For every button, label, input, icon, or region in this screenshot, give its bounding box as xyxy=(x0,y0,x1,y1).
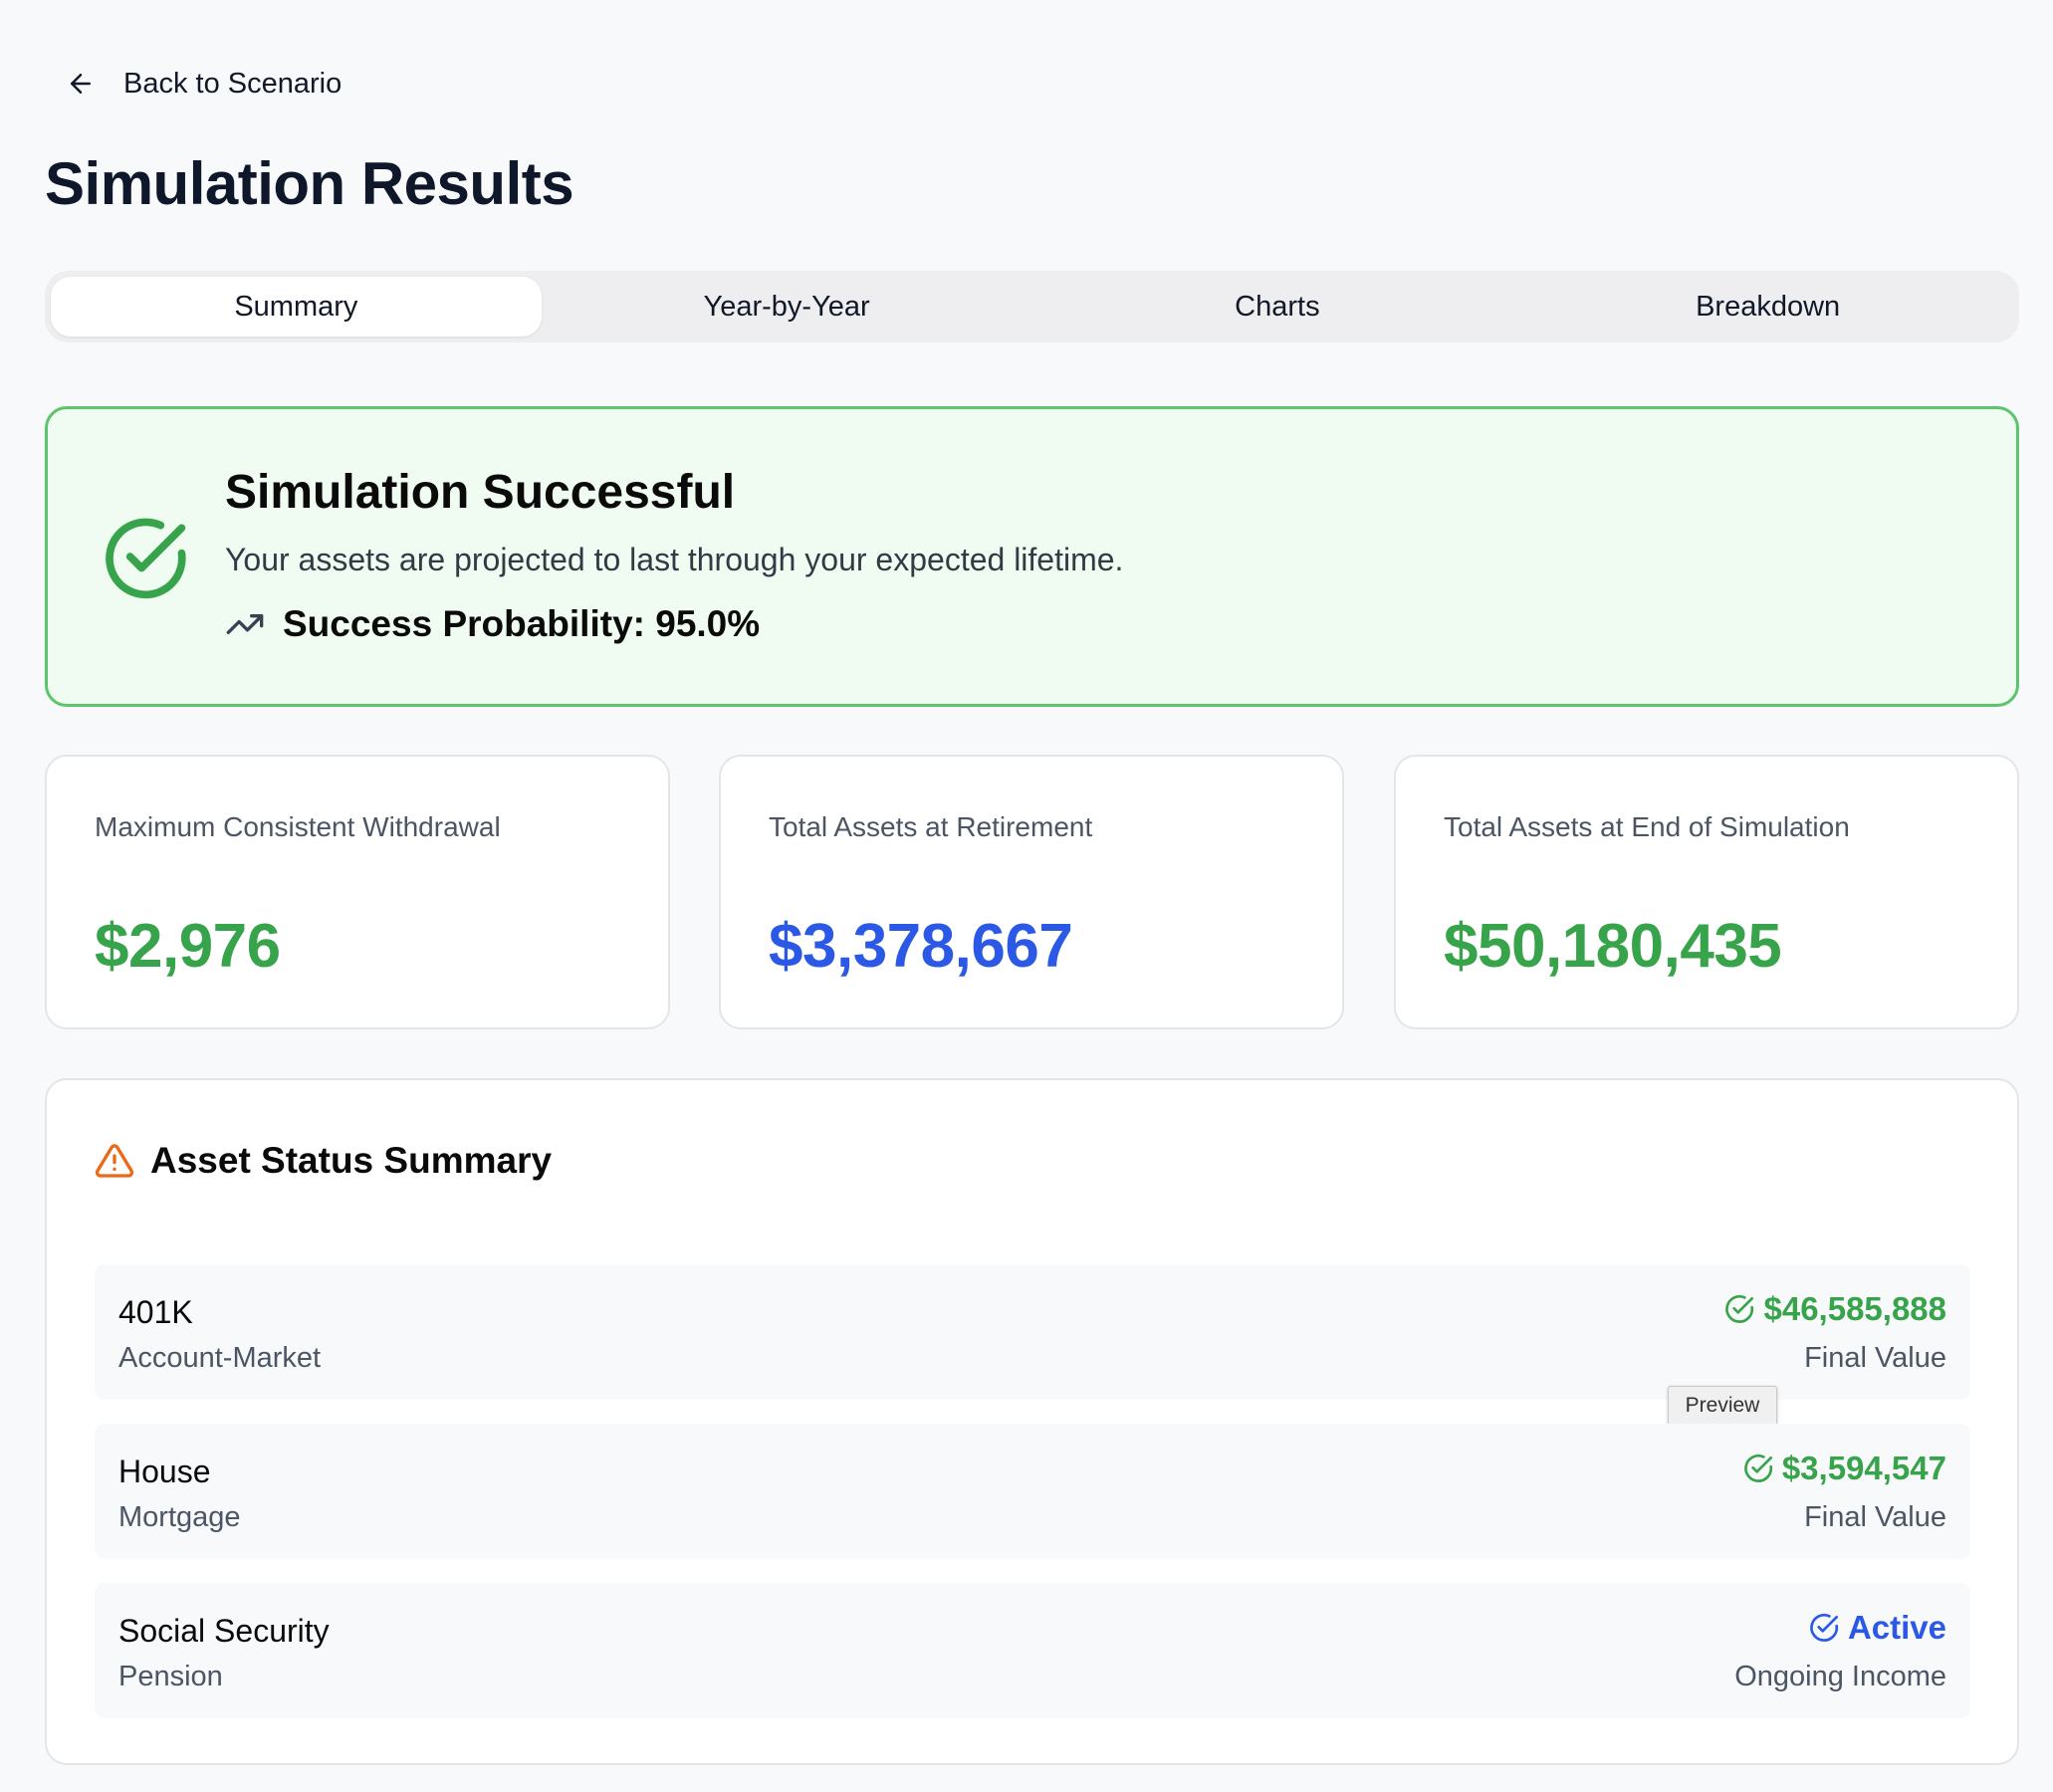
check-circle-icon xyxy=(106,518,186,599)
back-link-label: Back to Scenario xyxy=(123,67,342,100)
asset-summary-title: Asset Status Summary xyxy=(150,1140,553,1181)
results-tabs: Summary Year-by-Year Charts Breakdown xyxy=(45,271,2019,342)
asset-name: House xyxy=(118,1454,211,1489)
success-probability: Success Probability: 95.0% xyxy=(225,603,760,645)
asset-name: Social Security xyxy=(118,1613,330,1649)
asset-row-401k: 401K Account-Market $46,585,888 Final Va… xyxy=(95,1264,1970,1426)
arrow-left-icon xyxy=(71,74,91,94)
asset-value-note: Ongoing Income xyxy=(1734,1661,1946,1692)
asset-summary-header: Asset Status Summary xyxy=(95,1140,552,1182)
stat-card-max-withdrawal: Maximum Consistent Withdrawal $2,976 xyxy=(45,755,670,1029)
asset-row-house: House Mortgage $3,594,547 Final Value xyxy=(95,1424,1970,1559)
asset-type: Account-Market xyxy=(118,1342,322,1374)
warning-triangle-icon xyxy=(95,1144,134,1178)
success-probability-text: Success Probability: 95.0% xyxy=(283,603,761,644)
back-to-scenario-link[interactable]: Back to Scenario xyxy=(66,62,342,106)
asset-status-summary: Asset Status Summary 401K Account-Market… xyxy=(45,1078,2019,1765)
stat-label: Total Assets at End of Simulation xyxy=(1444,811,1850,842)
asset-row-social-security: Social Security Pension Active Ongoing I… xyxy=(95,1583,1970,1718)
page-title: Simulation Results xyxy=(45,150,574,217)
tab-year-by-year[interactable]: Year-by-Year xyxy=(703,290,870,323)
success-message: Your assets are projected to last throug… xyxy=(225,542,1124,577)
stat-value: $2,976 xyxy=(95,912,281,981)
asset-final-value: $46,585,888 xyxy=(1763,1290,1946,1327)
asset-value-note: Final Value xyxy=(1804,1501,1946,1533)
asset-final-value: $3,594,547 xyxy=(1781,1450,1946,1486)
asset-status: Active xyxy=(1808,1609,1946,1647)
stat-value: $50,180,435 xyxy=(1444,912,1782,981)
asset-value-note: Final Value xyxy=(1804,1342,1946,1374)
stat-card-assets-at-retirement: Total Assets at Retirement $3,378,667 xyxy=(719,755,1344,1029)
preview-tooltip: Preview xyxy=(1668,1386,1777,1426)
tab-charts[interactable]: Charts xyxy=(1235,290,1320,323)
tab-summary[interactable]: Summary xyxy=(51,277,542,336)
asset-name: 401K xyxy=(118,1294,193,1330)
asset-status: $3,594,547 xyxy=(1742,1450,1946,1487)
stat-card-assets-at-end: Total Assets at End of Simulation $50,18… xyxy=(1394,755,2019,1029)
stat-label: Total Assets at Retirement xyxy=(769,811,1093,842)
stat-label: Maximum Consistent Withdrawal xyxy=(95,811,501,842)
check-circle-icon xyxy=(1725,1294,1754,1323)
check-circle-icon xyxy=(1810,1613,1839,1642)
success-banner: Simulation Successful Your assets are pr… xyxy=(45,406,2019,707)
asset-status: $46,585,888 xyxy=(1723,1290,1946,1328)
check-circle-icon xyxy=(1743,1454,1772,1482)
asset-type: Mortgage xyxy=(118,1501,241,1533)
asset-status-active: Active xyxy=(1847,1609,1946,1646)
stat-value: $3,378,667 xyxy=(769,912,1073,981)
asset-type: Pension xyxy=(118,1661,223,1692)
success-title: Simulation Successful xyxy=(225,466,736,519)
tab-breakdown[interactable]: Breakdown xyxy=(1696,290,1841,323)
trending-up-icon xyxy=(226,614,264,634)
